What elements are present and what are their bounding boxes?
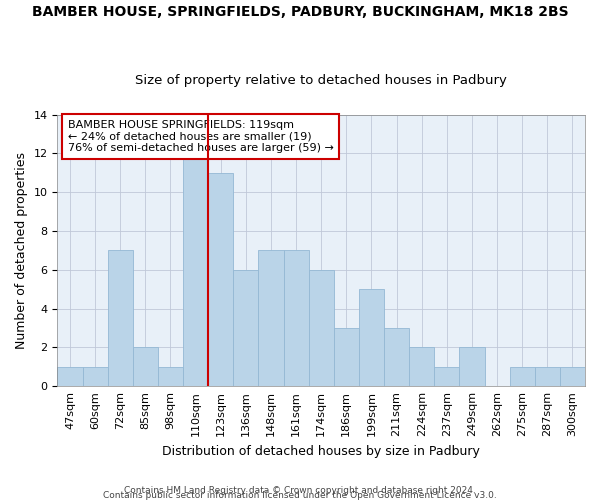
Bar (308, 270, 334, 386)
Bar (560, 367, 585, 386)
Text: BAMBER HOUSE SPRINGFIELDS: 119sqm
← 24% of detached houses are smaller (19)
76% : BAMBER HOUSE SPRINGFIELDS: 119sqm ← 24% … (68, 120, 334, 153)
Bar (208, 173, 233, 386)
Bar (58, 367, 83, 386)
Y-axis label: Number of detached properties: Number of detached properties (15, 152, 28, 349)
Text: Contains public sector information licensed under the Open Government Licence v3: Contains public sector information licen… (103, 490, 497, 500)
Bar (434, 367, 460, 386)
Bar (384, 328, 409, 386)
Bar (409, 348, 434, 386)
Bar (233, 270, 259, 386)
Bar (259, 250, 284, 386)
Bar (158, 367, 183, 386)
Bar (535, 367, 560, 386)
Bar (334, 328, 359, 386)
Bar (359, 289, 384, 386)
Text: BAMBER HOUSE, SPRINGFIELDS, PADBURY, BUCKINGHAM, MK18 2BS: BAMBER HOUSE, SPRINGFIELDS, PADBURY, BUC… (32, 5, 568, 19)
Title: Size of property relative to detached houses in Padbury: Size of property relative to detached ho… (135, 74, 507, 87)
Bar (509, 367, 535, 386)
Bar (133, 348, 158, 386)
Bar (284, 250, 308, 386)
Bar (83, 367, 107, 386)
Text: Contains HM Land Registry data © Crown copyright and database right 2024.: Contains HM Land Registry data © Crown c… (124, 486, 476, 495)
X-axis label: Distribution of detached houses by size in Padbury: Distribution of detached houses by size … (162, 444, 480, 458)
Bar (460, 348, 485, 386)
Bar (107, 250, 133, 386)
Bar (183, 154, 208, 386)
